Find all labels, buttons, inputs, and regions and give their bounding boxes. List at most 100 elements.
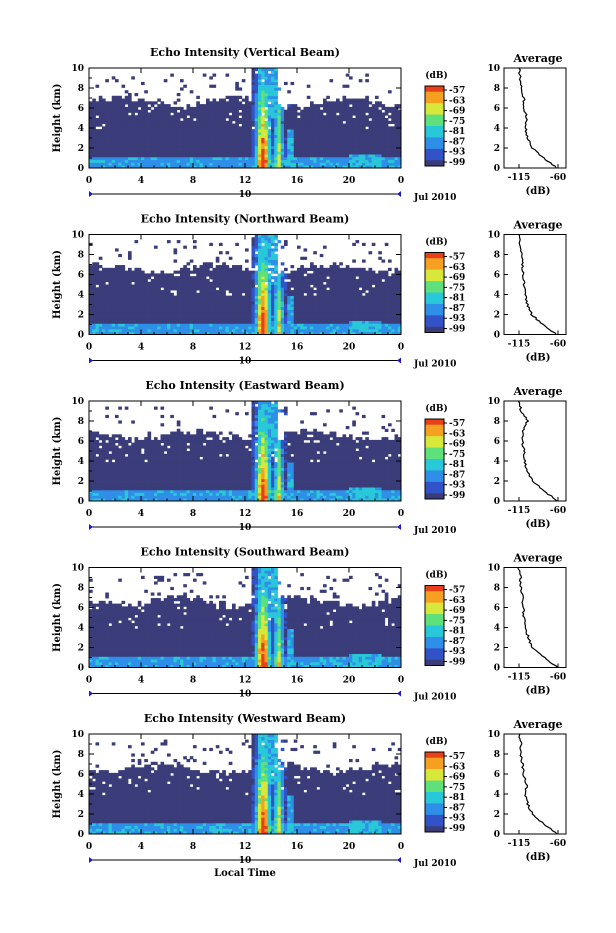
heatmap-cell [258, 276, 262, 279]
heatmap-cell [369, 146, 373, 149]
heatmap-cell [138, 121, 142, 124]
heatmap-cell [261, 254, 265, 257]
heatmap-cell [196, 321, 200, 324]
heatmap-cell [333, 149, 337, 152]
heatmap-cell [252, 271, 256, 274]
heatmap-cell [170, 310, 174, 313]
heatmap-cell [287, 137, 291, 140]
heatmap-cell [109, 329, 113, 332]
heatmap-cell [242, 129, 246, 132]
heatmap-cell [174, 129, 178, 132]
heatmap-cell [180, 121, 184, 124]
heatmap-cell [183, 143, 187, 146]
heatmap-cell [180, 151, 184, 154]
heatmap-cell [141, 287, 145, 290]
heatmap-cell [200, 318, 204, 321]
heatmap-cell [372, 315, 376, 318]
heatmap-cell [245, 268, 249, 271]
heatmap-cell [281, 293, 285, 296]
heatmap-cell [226, 315, 230, 318]
heatmap-cell [232, 265, 236, 268]
average-frame [504, 68, 566, 168]
heatmap-cell [352, 298, 356, 301]
heatmap-cell [216, 301, 220, 304]
heatmap-cell [310, 307, 314, 310]
heatmap-cell [330, 140, 334, 143]
heatmap-cell [206, 298, 210, 301]
heatmap-cell [323, 99, 327, 102]
heatmap-cell [274, 285, 278, 288]
heatmap-cell [255, 293, 259, 296]
heatmap-cell [102, 293, 106, 296]
heatmap-cell [125, 135, 129, 138]
heatmap-cell [196, 129, 200, 132]
heatmap-cell [323, 298, 327, 301]
heatmap-cell [115, 312, 119, 315]
heatmap-cell [125, 304, 129, 307]
heatmap-cell [323, 318, 327, 321]
heatmap-cell [326, 301, 330, 304]
heatmap-cell [300, 323, 304, 326]
heatmap-cell [307, 304, 311, 307]
heatmap-cell [271, 74, 275, 77]
heatmap-cell [144, 149, 148, 152]
heatmap-cell [346, 318, 350, 321]
heatmap-cell [190, 140, 194, 143]
heatmap-cell [183, 312, 187, 315]
heatmap-cell [141, 140, 145, 143]
heatmap-cell [278, 307, 282, 310]
heatmap-cell [190, 121, 194, 124]
heatmap-cell [99, 149, 103, 152]
heatmap-cell [281, 121, 285, 124]
heatmap-cell [346, 268, 350, 271]
heatmap-cell [382, 112, 386, 115]
heatmap-cell [333, 129, 337, 132]
heatmap-cell [109, 268, 113, 271]
heatmap-cell [203, 321, 207, 324]
heatmap-cell [196, 329, 200, 332]
heatmap-cell [99, 257, 103, 260]
heatmap-cell [388, 326, 392, 329]
heatmap-cell [255, 279, 259, 282]
heatmap-cell [255, 101, 259, 104]
heatmap-cell [297, 140, 301, 143]
heatmap-cell [235, 154, 239, 157]
heatmap-cell [271, 257, 275, 260]
heatmap-cell [222, 312, 226, 315]
heatmap-cell [209, 132, 213, 135]
heatmap-cell [115, 265, 119, 268]
heatmap-cell [339, 146, 343, 149]
heatmap-cell [252, 101, 256, 104]
heatmap-cell [170, 287, 174, 290]
heatmap-cell [265, 251, 269, 254]
heatmap-cell [213, 157, 217, 160]
heatmap-cell [112, 318, 116, 321]
heatmap-cell [375, 293, 379, 296]
heatmap-cell [310, 298, 314, 301]
heatmap-cell [180, 318, 184, 321]
heatmap-cell [151, 307, 155, 310]
heatmap-cell [131, 162, 135, 165]
heatmap-cell [310, 112, 314, 115]
heatmap-cell [271, 93, 275, 96]
heatmap-cell [118, 301, 122, 304]
heatmap-cell [274, 93, 278, 96]
heatmap-cell [297, 310, 301, 313]
heatmap-cell [99, 124, 103, 127]
heatmap-cell [378, 101, 382, 104]
heatmap-cell [278, 146, 282, 149]
heatmap-cell [128, 304, 132, 307]
heatmap-cell [343, 135, 347, 138]
heatmap-cell [391, 129, 395, 132]
heatmap-cell [213, 162, 217, 165]
heatmap-cell [170, 318, 174, 321]
heatmap-cell [105, 151, 109, 154]
heatmap-cell [313, 160, 317, 163]
heatmap-cell [118, 312, 122, 315]
heatmap-cell [359, 107, 363, 110]
heatmap-cell [151, 273, 155, 276]
heatmap-cell [278, 315, 282, 318]
heatmap-cell [336, 279, 340, 282]
heatmap-cell [122, 104, 126, 107]
heatmap-cell [151, 115, 155, 118]
